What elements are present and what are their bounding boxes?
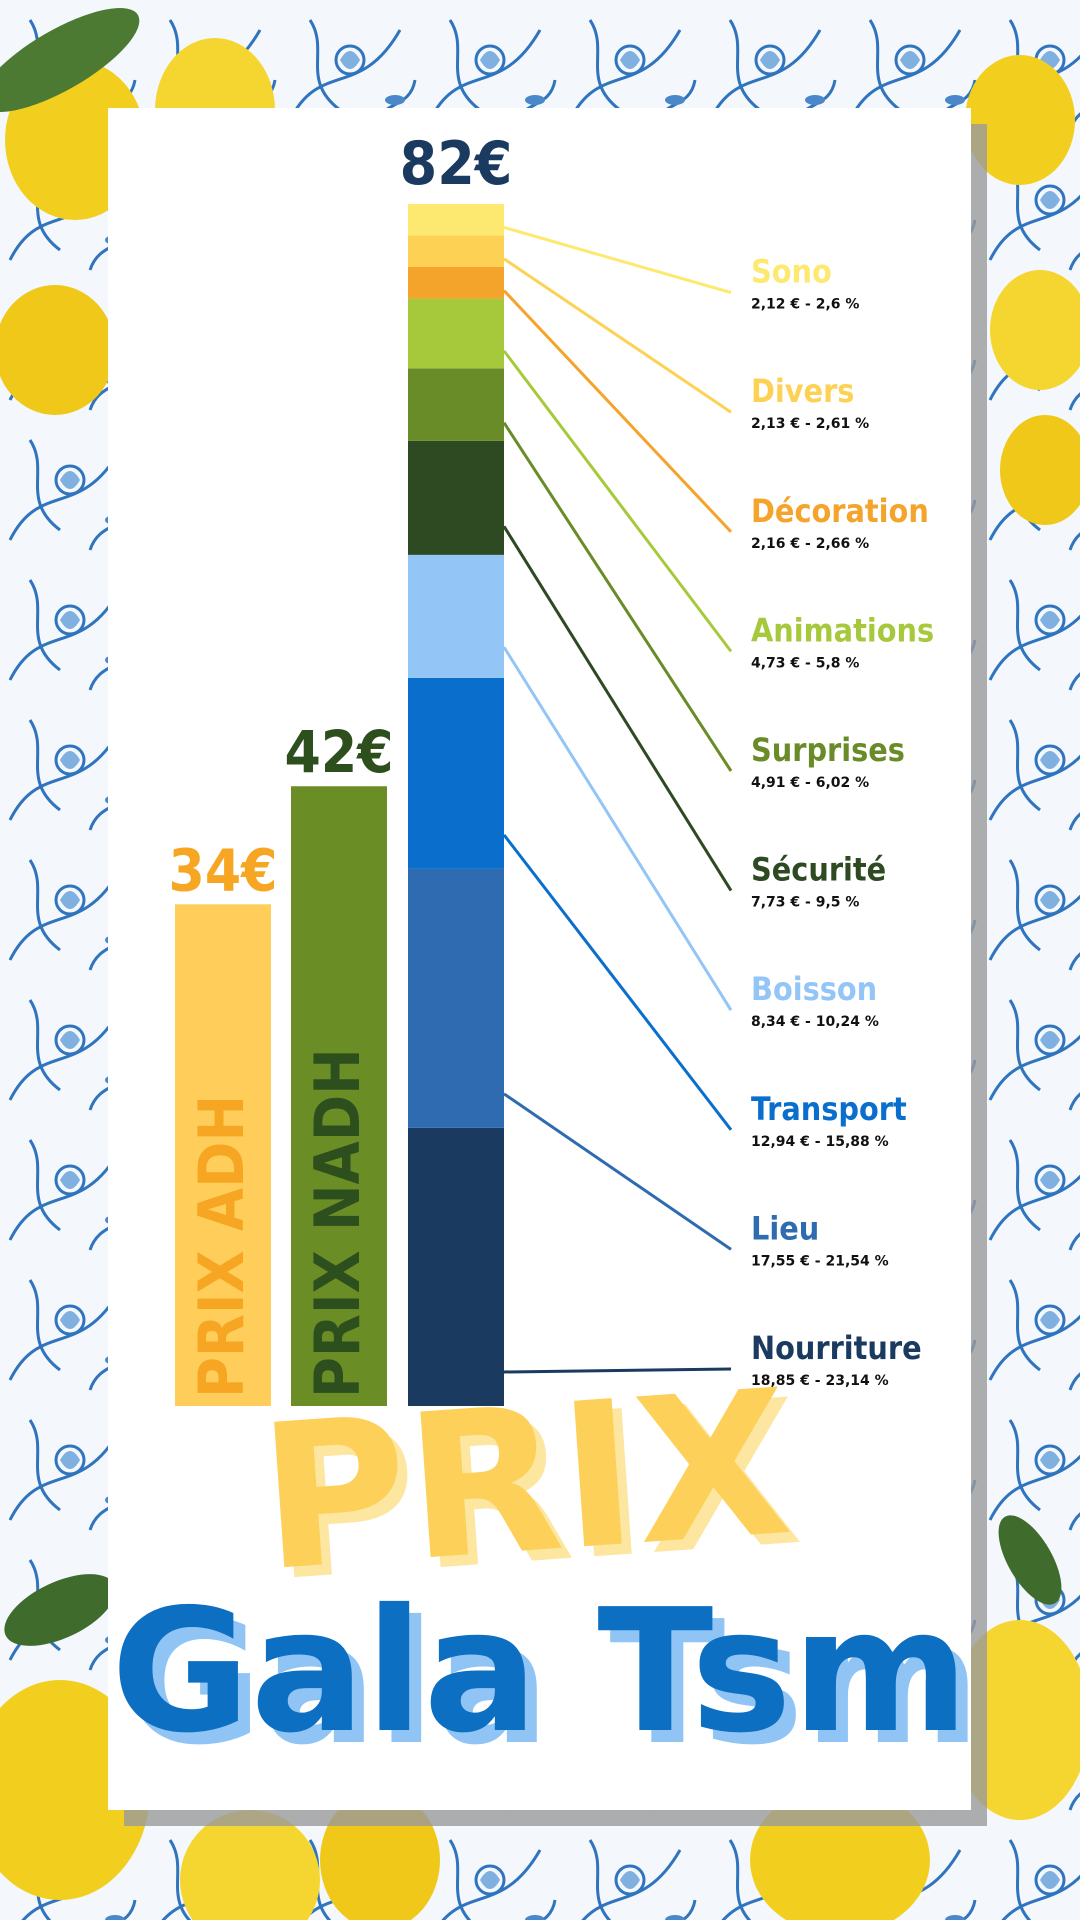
bar [291,786,387,1406]
legend-name: Sono [751,253,832,291]
legend-name: Lieu [751,1209,819,1247]
leader-line [502,833,733,1131]
legend-name: Transport [751,1090,907,1128]
stack-segment [408,266,504,299]
legend-value: 8,34 € - 10,24 % [751,1014,879,1030]
leader-line [502,289,733,533]
legend-name: Sécurité [751,851,886,889]
stack-segment [408,368,504,441]
stack-segment [408,298,504,369]
leader-line [502,646,733,1011]
legend-name: Boisson [751,970,877,1008]
stack-segment [408,677,504,869]
stack-segment [408,440,504,555]
stack-segment [408,235,504,267]
plot: 34€ PRIX ADH 42€ PRIX NADH Nourriture 18,85 €… [169,129,934,1406]
legend-name: Divers [751,372,854,410]
legend-name: Surprises [751,731,905,769]
bar [175,904,271,1406]
legend-value: 4,91 € - 6,02 % [751,775,869,791]
stack-segment [408,868,504,1128]
legend-value: 2,13 € - 2,61 % [751,416,869,432]
legend-value: 17,55 € - 21,54 % [751,1253,889,1269]
title-shadow: Gala Tsm [123,1585,981,1783]
legend-value: 2,12 € - 2,6 % [751,297,859,313]
legend-value: 7,73 € - 9,5 % [751,895,859,911]
title-top: PRIX [253,1347,797,1616]
title-top-shadow: PRIX [263,1357,807,1626]
leader-line [502,525,733,892]
bar-value-label: 42€ [285,718,394,786]
leader-line [502,421,733,772]
stack-segment [408,203,504,236]
stack-segment [408,554,504,678]
stack-segment [408,1127,504,1406]
leader-line [503,225,732,295]
bar-category-label: PRIX NADH [301,1048,374,1398]
legend-name: Nourriture [751,1329,922,1367]
total-label: 82€ [400,129,513,199]
legend-name: Décoration [751,492,929,530]
legend-value: 2,16 € - 2,66 % [751,536,869,552]
leader-line [503,1367,732,1374]
legend-name: Animations [751,611,934,649]
legend-value: 18,85 € - 23,14 % [751,1373,889,1389]
legend-value: 12,94 € - 15,88 % [751,1134,889,1150]
legend-value: 4,73 € - 5,8 % [751,655,859,671]
leader-line [502,349,733,653]
bar-value-label: 34€ [169,836,278,904]
bar-category-label: PRIX ADH [185,1095,258,1398]
leader-line [503,1092,732,1251]
title: Gala Tsm [111,1573,969,1771]
leader-line [503,257,732,414]
